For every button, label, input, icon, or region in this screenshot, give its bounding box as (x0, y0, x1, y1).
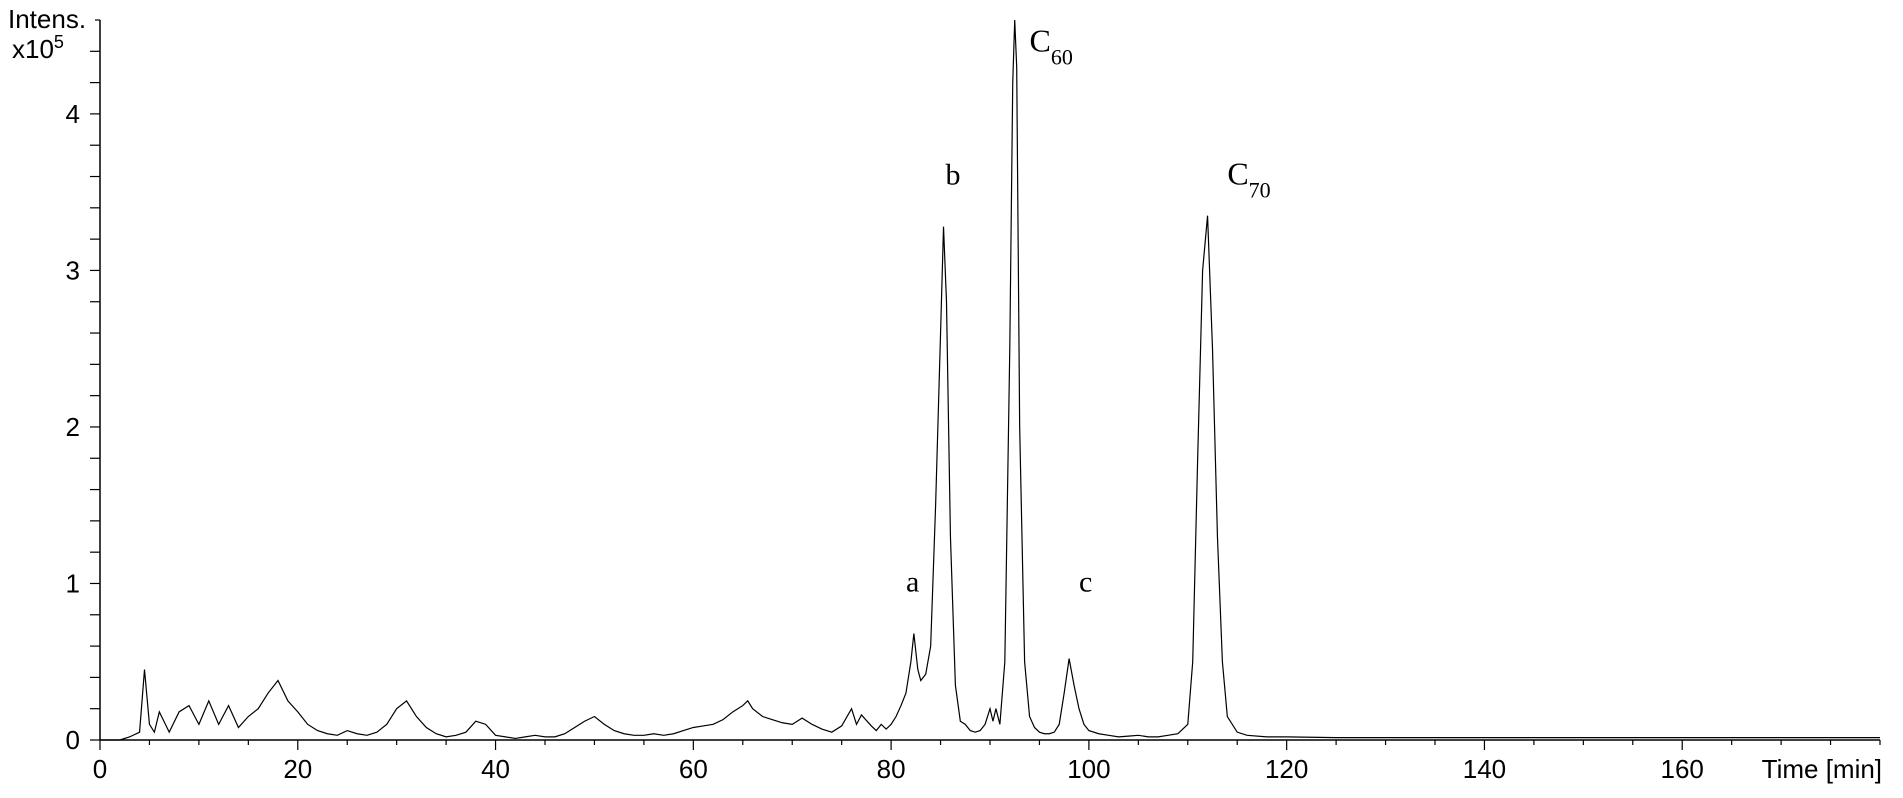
y-tick-label: 0 (66, 725, 80, 755)
y-axis-label: Intens. (8, 4, 86, 34)
peak-label: C70 (1227, 155, 1270, 202)
x-tick-label: 40 (481, 754, 510, 784)
peak-label: a (906, 565, 919, 598)
chart-svg: 0 20 40 60 80 100 120 140 160 Time [min] 0 1 2 3 4 Inte… (0, 0, 1903, 798)
x-tick-label: 80 (877, 754, 906, 784)
x-axis-label: Time [min] (1762, 754, 1882, 784)
y-tick-label: 1 (66, 568, 80, 598)
x-tick-label: 20 (283, 754, 312, 784)
x-tick-label: 160 (1661, 754, 1704, 784)
y-axis-exponent: x105 (12, 32, 64, 64)
peak-label: c (1079, 565, 1092, 598)
peak-label: C60 (1030, 22, 1073, 69)
x-tick-label: 120 (1265, 754, 1308, 784)
chromatogram-trace (100, 20, 1880, 740)
chromatogram-chart: 0 20 40 60 80 100 120 140 160 Time [min] 0 1 2 3 4 Inte… (0, 0, 1903, 798)
peak-label: b (946, 158, 961, 191)
y-tick-label: 2 (66, 412, 80, 442)
x-tick-label: 0 (93, 754, 107, 784)
y-tick-label: 3 (66, 255, 80, 285)
x-tick-label: 140 (1463, 754, 1506, 784)
x-tick-label: 60 (679, 754, 708, 784)
x-tick-label: 100 (1067, 754, 1110, 784)
y-tick-label: 4 (66, 99, 80, 129)
